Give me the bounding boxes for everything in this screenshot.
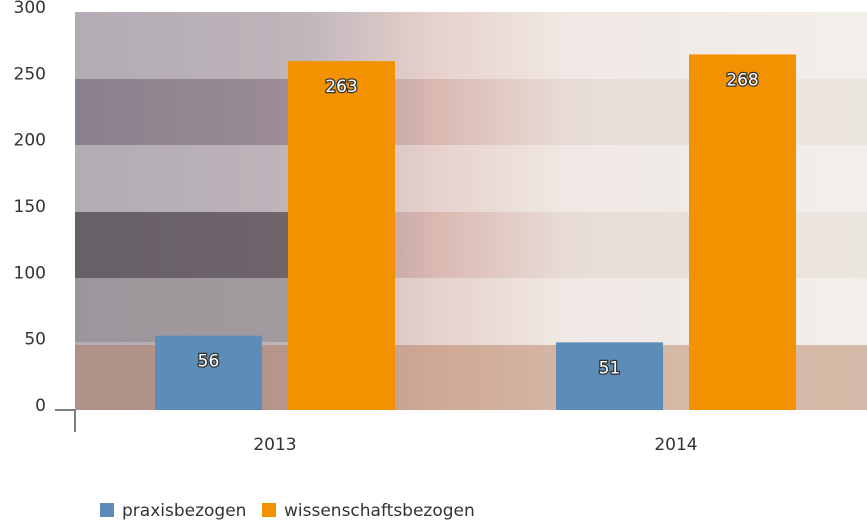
legend-label: praxisbezogen <box>122 501 246 521</box>
legend-swatch <box>100 503 114 517</box>
bar <box>288 61 395 410</box>
data-label: 268 <box>726 70 758 90</box>
y-tick-label: 200 <box>14 131 46 151</box>
bar <box>155 336 262 410</box>
data-label: 56 <box>198 352 220 372</box>
chart: 0 50 100 150 200 250 300 2013 56 263 2014 51 268 prax… <box>0 0 867 526</box>
data-label: 51 <box>599 358 621 378</box>
x-tick-label: 2014 <box>654 435 697 455</box>
y-tick-label: 0 <box>35 396 46 416</box>
y-tick-label: 100 <box>14 263 46 283</box>
y-tick-label: 50 <box>24 330 46 350</box>
y-tick-label: 150 <box>14 197 46 217</box>
x-tick-label: 2013 <box>253 435 296 455</box>
page: {"chart_data": {"type": "bar", "categori… <box>0 0 867 530</box>
legend-swatch <box>262 503 276 517</box>
y-tick-label: 250 <box>14 64 46 84</box>
y-tick-label: 300 <box>14 0 46 18</box>
data-label: 263 <box>325 77 357 97</box>
legend-label: wissenschaftsbezogen <box>284 501 475 521</box>
bar <box>689 54 796 410</box>
